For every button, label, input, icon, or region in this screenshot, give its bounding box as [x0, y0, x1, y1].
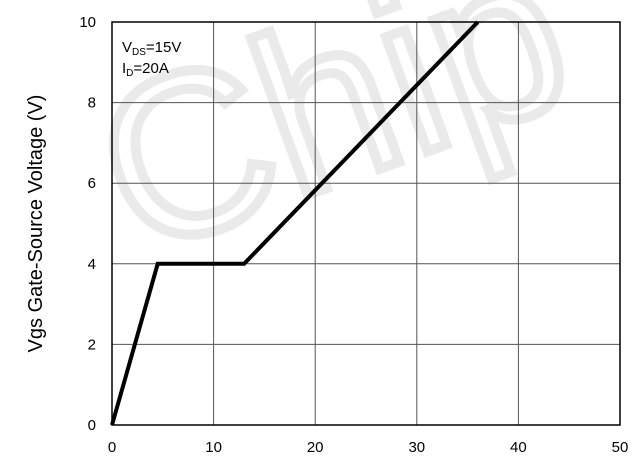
x-tick-label-3: 30 [408, 439, 425, 456]
x-tick-label-1: 10 [205, 439, 222, 456]
y-tick-label-5: 10 [79, 14, 96, 31]
y-tick-label-2: 4 [88, 256, 96, 273]
y-tick-label-3: 6 [88, 175, 96, 192]
series-group [110, 20, 480, 426]
plot-frame [111, 21, 621, 426]
x-tick-label-4: 40 [510, 439, 527, 456]
y-tick-labels: 0 2 4 6 8 10 [79, 14, 96, 434]
x-tick-label-0: 0 [108, 439, 116, 456]
y-tick-label-0: 0 [88, 417, 96, 434]
annotation-0: VDS=15V [122, 39, 181, 58]
x-tick-labels: 0 10 20 30 40 50 [108, 439, 629, 456]
test-conditions: VDS=15V ID=20A [122, 39, 181, 79]
annotation-1: ID=20A [122, 60, 169, 79]
x-tick-label-2: 20 [307, 439, 324, 456]
x-tick-label-5: 50 [612, 439, 629, 456]
y-tick-label-1: 2 [88, 336, 96, 353]
y-axis-label: Vgs Gate-Source Voltage (V) [25, 95, 47, 353]
y-tick-label-4: 8 [88, 95, 96, 112]
series-line-0 [110, 20, 480, 426]
